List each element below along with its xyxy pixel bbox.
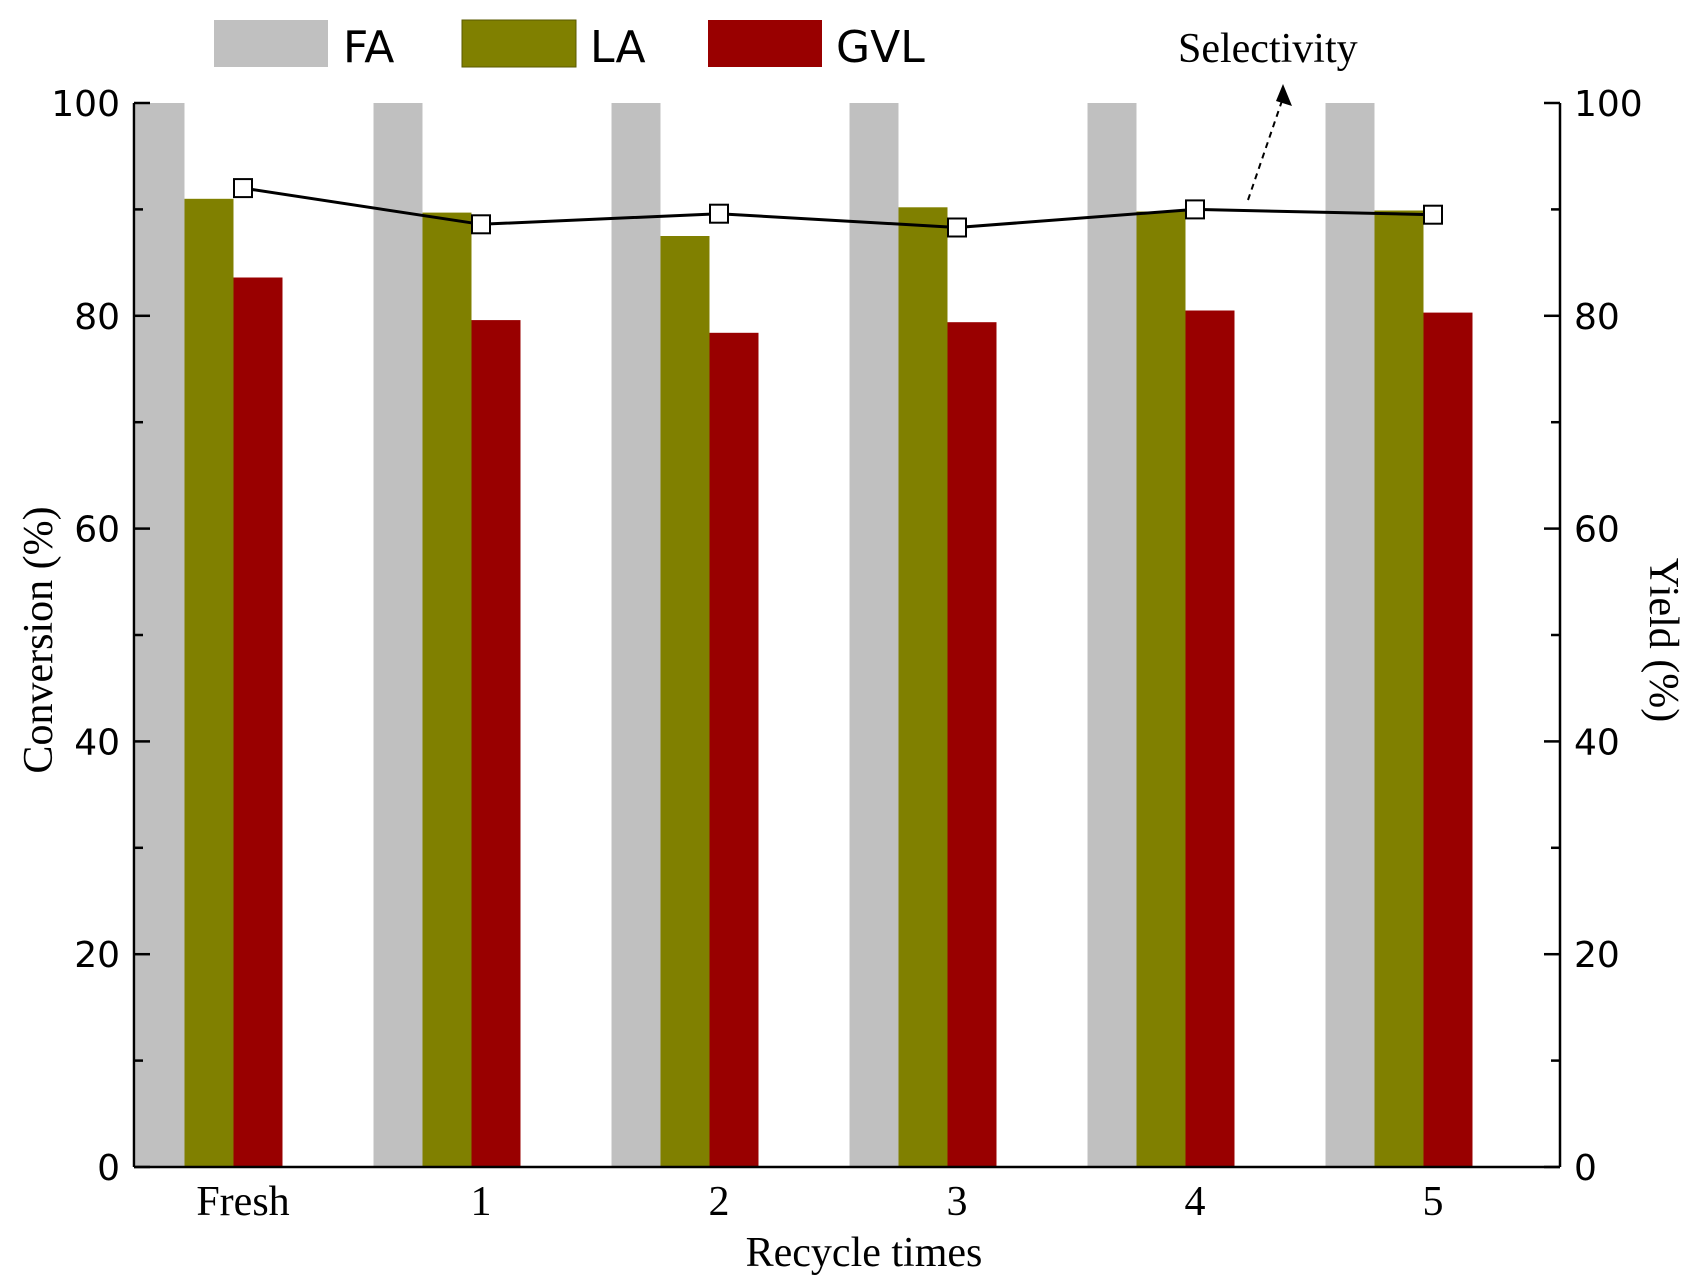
x-tick-label: 4 (1185, 1179, 1206, 1225)
bar-fa-4 (1087, 103, 1137, 1167)
y-tick-label: 0 (97, 1148, 120, 1189)
x-tick-label: 1 (471, 1179, 492, 1225)
bar-gvl-fresh (233, 277, 283, 1167)
y2-tick-label: 60 (1574, 510, 1620, 551)
bar-gvl-2 (709, 332, 759, 1167)
bar-la-3 (898, 207, 948, 1168)
selectivity-annotation: Selectivity (1178, 26, 1358, 201)
bar-la-2 (660, 236, 710, 1167)
bar-la-5 (1374, 210, 1424, 1167)
legend-swatch-gvl (708, 20, 822, 67)
bar-fa-1 (373, 103, 423, 1167)
legend: FA LA GVL (214, 19, 925, 73)
y2-tick-label: 0 (1574, 1148, 1597, 1189)
annotation-arrow-line (1247, 91, 1286, 201)
bar-fa-5 (1325, 103, 1375, 1167)
y2-tick-label: 80 (1574, 297, 1620, 338)
x-tick-label: 2 (709, 1179, 730, 1225)
bar-gvl-1 (471, 320, 521, 1168)
y-axis-title: Conversion (%) (16, 506, 62, 773)
bar-la-4 (1136, 211, 1186, 1167)
x-tick-label: Fresh (196, 1179, 289, 1225)
selectivity-line-layer (233, 178, 1443, 238)
selectivity-point-4 (1185, 199, 1205, 220)
y-tick-label: 80 (74, 297, 120, 338)
legend-label-fa: FA (343, 22, 394, 73)
y-tick-label: 40 (74, 722, 120, 763)
bar-fa-fresh (135, 103, 185, 1167)
y2-tick-label: 100 (1574, 84, 1643, 125)
bars-layer (135, 103, 1473, 1168)
y2-tick-label: 40 (1574, 722, 1620, 763)
legend-label-gvl: GVL (836, 22, 925, 73)
legend-label-la: LA (590, 22, 646, 73)
bar-gvl-4 (1185, 310, 1235, 1167)
selectivity-line (242, 186, 1434, 230)
y2-tick-label: 20 (1574, 935, 1620, 976)
x-tick-label: 5 (1423, 1179, 1444, 1225)
bar-gvl-3 (947, 322, 997, 1167)
y-tick-label: 20 (74, 935, 120, 976)
selectivity-point-5 (1423, 204, 1443, 225)
bar-fa-3 (849, 103, 899, 1167)
y2-axis-title: Yield (%) (1640, 558, 1686, 722)
y-tick-label: 60 (74, 510, 120, 551)
bar-la-1 (422, 212, 472, 1168)
legend-swatch-la (461, 19, 577, 68)
selectivity-point-2 (709, 203, 729, 224)
selectivity-point-3 (947, 217, 967, 238)
annotation-label: Selectivity (1178, 26, 1358, 72)
selectivity-point-1 (471, 214, 491, 235)
annotation-arrow-head (1276, 84, 1292, 106)
bar-fa-2 (611, 103, 661, 1167)
legend-swatch-fa (214, 20, 328, 67)
y-tick-label: 100 (51, 84, 120, 125)
bar-la-fresh (184, 198, 234, 1168)
x-tick-label: 3 (947, 1179, 968, 1225)
x-axis-title: Recycle times (746, 1230, 983, 1276)
bar-gvl-5 (1423, 312, 1473, 1168)
selectivity-point-fresh (233, 178, 253, 199)
ticks-layer: Fresh 1 2 3 4 5 0 0 20 20 40 40 60 60 80 80 100 100 (51, 84, 1642, 1225)
